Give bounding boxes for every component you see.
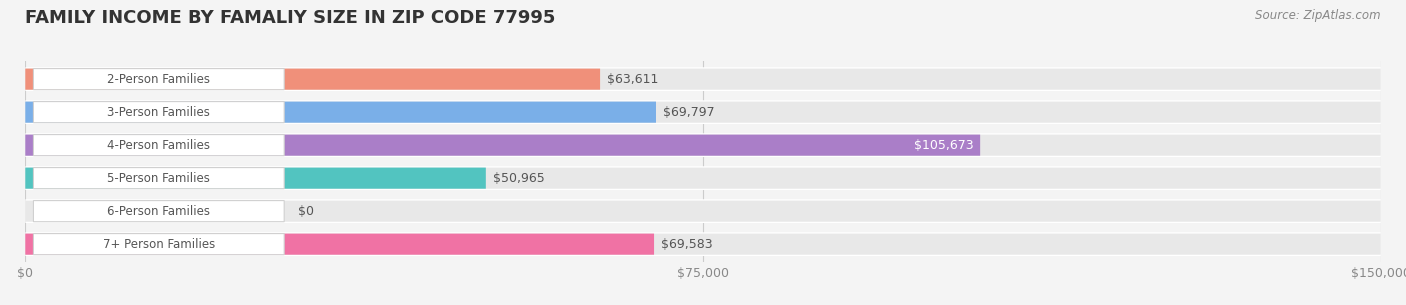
- Text: $69,583: $69,583: [661, 238, 713, 251]
- Text: Source: ZipAtlas.com: Source: ZipAtlas.com: [1256, 9, 1381, 22]
- FancyBboxPatch shape: [25, 67, 1381, 91]
- Text: 2-Person Families: 2-Person Families: [107, 73, 211, 86]
- FancyBboxPatch shape: [25, 100, 1381, 124]
- FancyBboxPatch shape: [34, 135, 284, 156]
- FancyBboxPatch shape: [34, 69, 284, 90]
- Text: $0: $0: [298, 205, 314, 218]
- FancyBboxPatch shape: [25, 232, 1381, 256]
- FancyBboxPatch shape: [34, 201, 284, 222]
- FancyBboxPatch shape: [25, 167, 1381, 189]
- FancyBboxPatch shape: [25, 234, 654, 255]
- FancyBboxPatch shape: [25, 102, 1381, 123]
- Text: $63,611: $63,611: [607, 73, 658, 86]
- FancyBboxPatch shape: [25, 199, 1381, 223]
- FancyBboxPatch shape: [25, 135, 1381, 156]
- FancyBboxPatch shape: [25, 69, 600, 90]
- FancyBboxPatch shape: [25, 167, 486, 189]
- Text: $50,965: $50,965: [492, 172, 544, 185]
- FancyBboxPatch shape: [25, 102, 657, 123]
- Text: 6-Person Families: 6-Person Families: [107, 205, 211, 218]
- FancyBboxPatch shape: [25, 201, 1381, 222]
- FancyBboxPatch shape: [34, 234, 284, 255]
- FancyBboxPatch shape: [25, 234, 1381, 255]
- FancyBboxPatch shape: [34, 167, 284, 189]
- Text: FAMILY INCOME BY FAMALIY SIZE IN ZIP CODE 77995: FAMILY INCOME BY FAMALIY SIZE IN ZIP COD…: [25, 9, 555, 27]
- FancyBboxPatch shape: [25, 133, 1381, 157]
- Text: $69,797: $69,797: [662, 106, 714, 119]
- Text: 4-Person Families: 4-Person Families: [107, 139, 211, 152]
- FancyBboxPatch shape: [34, 102, 284, 123]
- Text: $105,673: $105,673: [914, 139, 973, 152]
- Text: 5-Person Families: 5-Person Families: [107, 172, 211, 185]
- Text: 3-Person Families: 3-Person Families: [107, 106, 211, 119]
- Text: 7+ Person Families: 7+ Person Families: [103, 238, 215, 251]
- FancyBboxPatch shape: [25, 166, 1381, 190]
- FancyBboxPatch shape: [25, 135, 980, 156]
- FancyBboxPatch shape: [25, 69, 1381, 90]
